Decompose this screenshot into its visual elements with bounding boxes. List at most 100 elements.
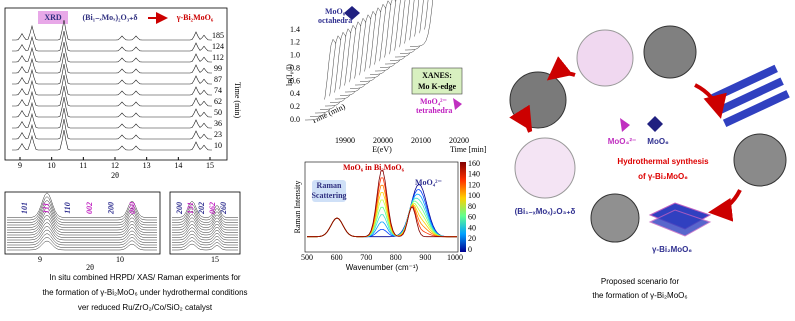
- x-axis: E(eV): [372, 145, 392, 154]
- xanes-panel: MoO₆ octahedra XANES: Mo K-edge MoO₄²⁻ t…: [285, 0, 487, 154]
- y-tick-label: 0.6: [290, 76, 300, 85]
- zoom-trace: [172, 237, 238, 245]
- arrow: [528, 125, 531, 132]
- time-label: 99: [214, 64, 222, 73]
- x-tick-label: 700: [360, 253, 372, 262]
- y-tick-label: 0.2: [290, 102, 300, 111]
- xrd-trace: [12, 31, 212, 51]
- caption: In situ combined HRPD/ XAS/ Raman experi…: [42, 273, 247, 312]
- peak-label: 062: [208, 202, 217, 214]
- caption-line: In situ combined HRPD/ XAS/ Raman experi…: [49, 273, 241, 282]
- zoom-trace: [7, 234, 157, 245]
- scheme-title: of γ-Bi₂MoO₆: [638, 172, 688, 181]
- x-tick-label: 12: [111, 161, 119, 170]
- zoom-trace: [172, 241, 238, 248]
- peak-label: 002: [85, 202, 94, 214]
- phase-start: (Bi₁₋ₓMoₓ)₂O₃₊δ: [82, 13, 137, 22]
- graphical-abstract: XRD (Bi₁₋ₓMoₓ)₂O₃₊δ γ-Bi₂MoO₆ Time (min)…: [0, 0, 795, 321]
- structure: [515, 138, 575, 198]
- end-phase: γ-Bi₂MoO₆: [652, 245, 692, 254]
- colorbar-label: 20: [468, 234, 476, 243]
- time-label: 23: [214, 130, 222, 139]
- xrd-trace: [12, 130, 212, 150]
- colorbar-label: 0: [468, 245, 472, 254]
- peak-label: 111: [41, 202, 50, 213]
- peak-label: 260: [219, 202, 228, 215]
- x-tick-label: 15: [206, 161, 214, 170]
- y-tick-label: 0.8: [290, 63, 300, 72]
- colorbar-label: 120: [468, 180, 480, 189]
- arrow: [712, 190, 740, 212]
- zoom-trace: [172, 214, 238, 227]
- y-tick-label: 0.4: [290, 89, 300, 98]
- edge-label: XANES:: [422, 71, 452, 80]
- zoom-trace: [7, 226, 157, 240]
- octahedra-label: MoO₆: [325, 7, 346, 16]
- colorbar-label: 60: [468, 213, 476, 222]
- x-tick-label: 600: [331, 253, 343, 262]
- xrd-trace: [12, 97, 212, 117]
- time-label: 87: [214, 75, 222, 84]
- x-tick-label: 9: [18, 161, 22, 170]
- time-corner: Time [min]: [450, 145, 487, 154]
- x-tick-label: 900: [419, 253, 431, 262]
- raman-trace: [307, 198, 457, 237]
- arrow: [550, 73, 575, 78]
- colorbar-label: 140: [468, 170, 480, 179]
- start-phase: (Bi₁₋ₓMoₓ)₂O₃₊δ: [515, 207, 576, 216]
- peak-label: 200: [106, 202, 115, 215]
- structure: [577, 30, 633, 86]
- x-tick-label: 19900: [335, 136, 355, 145]
- octahedron: [647, 116, 663, 132]
- x-tick-label: 20100: [411, 136, 431, 145]
- peak-label: 200: [175, 202, 184, 215]
- x-axis: 2θ: [111, 171, 119, 180]
- xrd-trace: [12, 64, 212, 84]
- x-tick-label: 15: [211, 255, 219, 264]
- x-tick-label: 800: [390, 253, 402, 262]
- caption-line: the formation of γ-Bi₂MoO₆ under hydroth…: [42, 288, 247, 297]
- time-label: 124: [212, 42, 224, 51]
- legend-text: Raman: [317, 181, 342, 190]
- y-tick-label: 1.0: [290, 51, 300, 60]
- tetrahedron: [620, 118, 630, 132]
- x-tick-label: 13: [143, 161, 151, 170]
- peak-label: 110: [63, 202, 72, 214]
- x-tick-label: 10: [116, 255, 124, 264]
- colorbar: [460, 162, 466, 252]
- scheme: MoO₄²⁻ MoO₆ Hydrothermal synthesis of γ-…: [510, 26, 790, 300]
- raman-panel: MoO₆ in Bi₂MoO₆ MoO₄²⁻ Raman Scattering …: [293, 159, 480, 272]
- x-tick-label: 11: [79, 161, 87, 170]
- xrd-tag: XRD: [44, 13, 62, 22]
- x-tick-label: 10: [48, 161, 56, 170]
- peak-label: 131: [186, 202, 195, 214]
- xrd-trace: [12, 42, 212, 62]
- time-axis: Time (min): [233, 82, 242, 119]
- peak-label: 060: [128, 202, 137, 214]
- zoom-trace: [172, 234, 238, 242]
- x-axis: 2θ: [86, 263, 94, 272]
- xrd-trace: [12, 108, 212, 128]
- x-tick-label: 9: [38, 255, 42, 264]
- tet-label: MoO₄²⁻: [608, 137, 636, 146]
- xrd-trace: [12, 119, 212, 139]
- tet-label: MoO₄²⁻: [415, 178, 442, 187]
- x-tick-label: 20000: [373, 136, 393, 145]
- time-label: 74: [214, 86, 222, 95]
- colorbar-label: 80: [468, 202, 476, 211]
- x-tick-label: 20200: [449, 136, 469, 145]
- caption-line: ver reduced Ru/ZrO₂/Co/SiO₂ catalyst: [78, 303, 213, 312]
- y-axis: Raman Intensity: [293, 181, 302, 234]
- xrd-trace: [12, 86, 212, 106]
- scheme-caption: the formation of γ-Bi₂MoO₆: [592, 291, 687, 300]
- legend-text: Scattering: [311, 191, 346, 200]
- x-tick-label: 1000: [447, 253, 463, 262]
- oct-label: MoO₆ in Bi₂MoO₆: [343, 163, 405, 172]
- scheme-title: Hydrothermal synthesis: [617, 157, 709, 166]
- tetrahedron: [453, 98, 462, 110]
- colorbar-label: 40: [468, 223, 476, 232]
- phase-end: γ-Bi₂MoO₆: [176, 13, 214, 22]
- y-tick-label: 0.0: [290, 115, 300, 124]
- zoom-trace: [7, 230, 157, 243]
